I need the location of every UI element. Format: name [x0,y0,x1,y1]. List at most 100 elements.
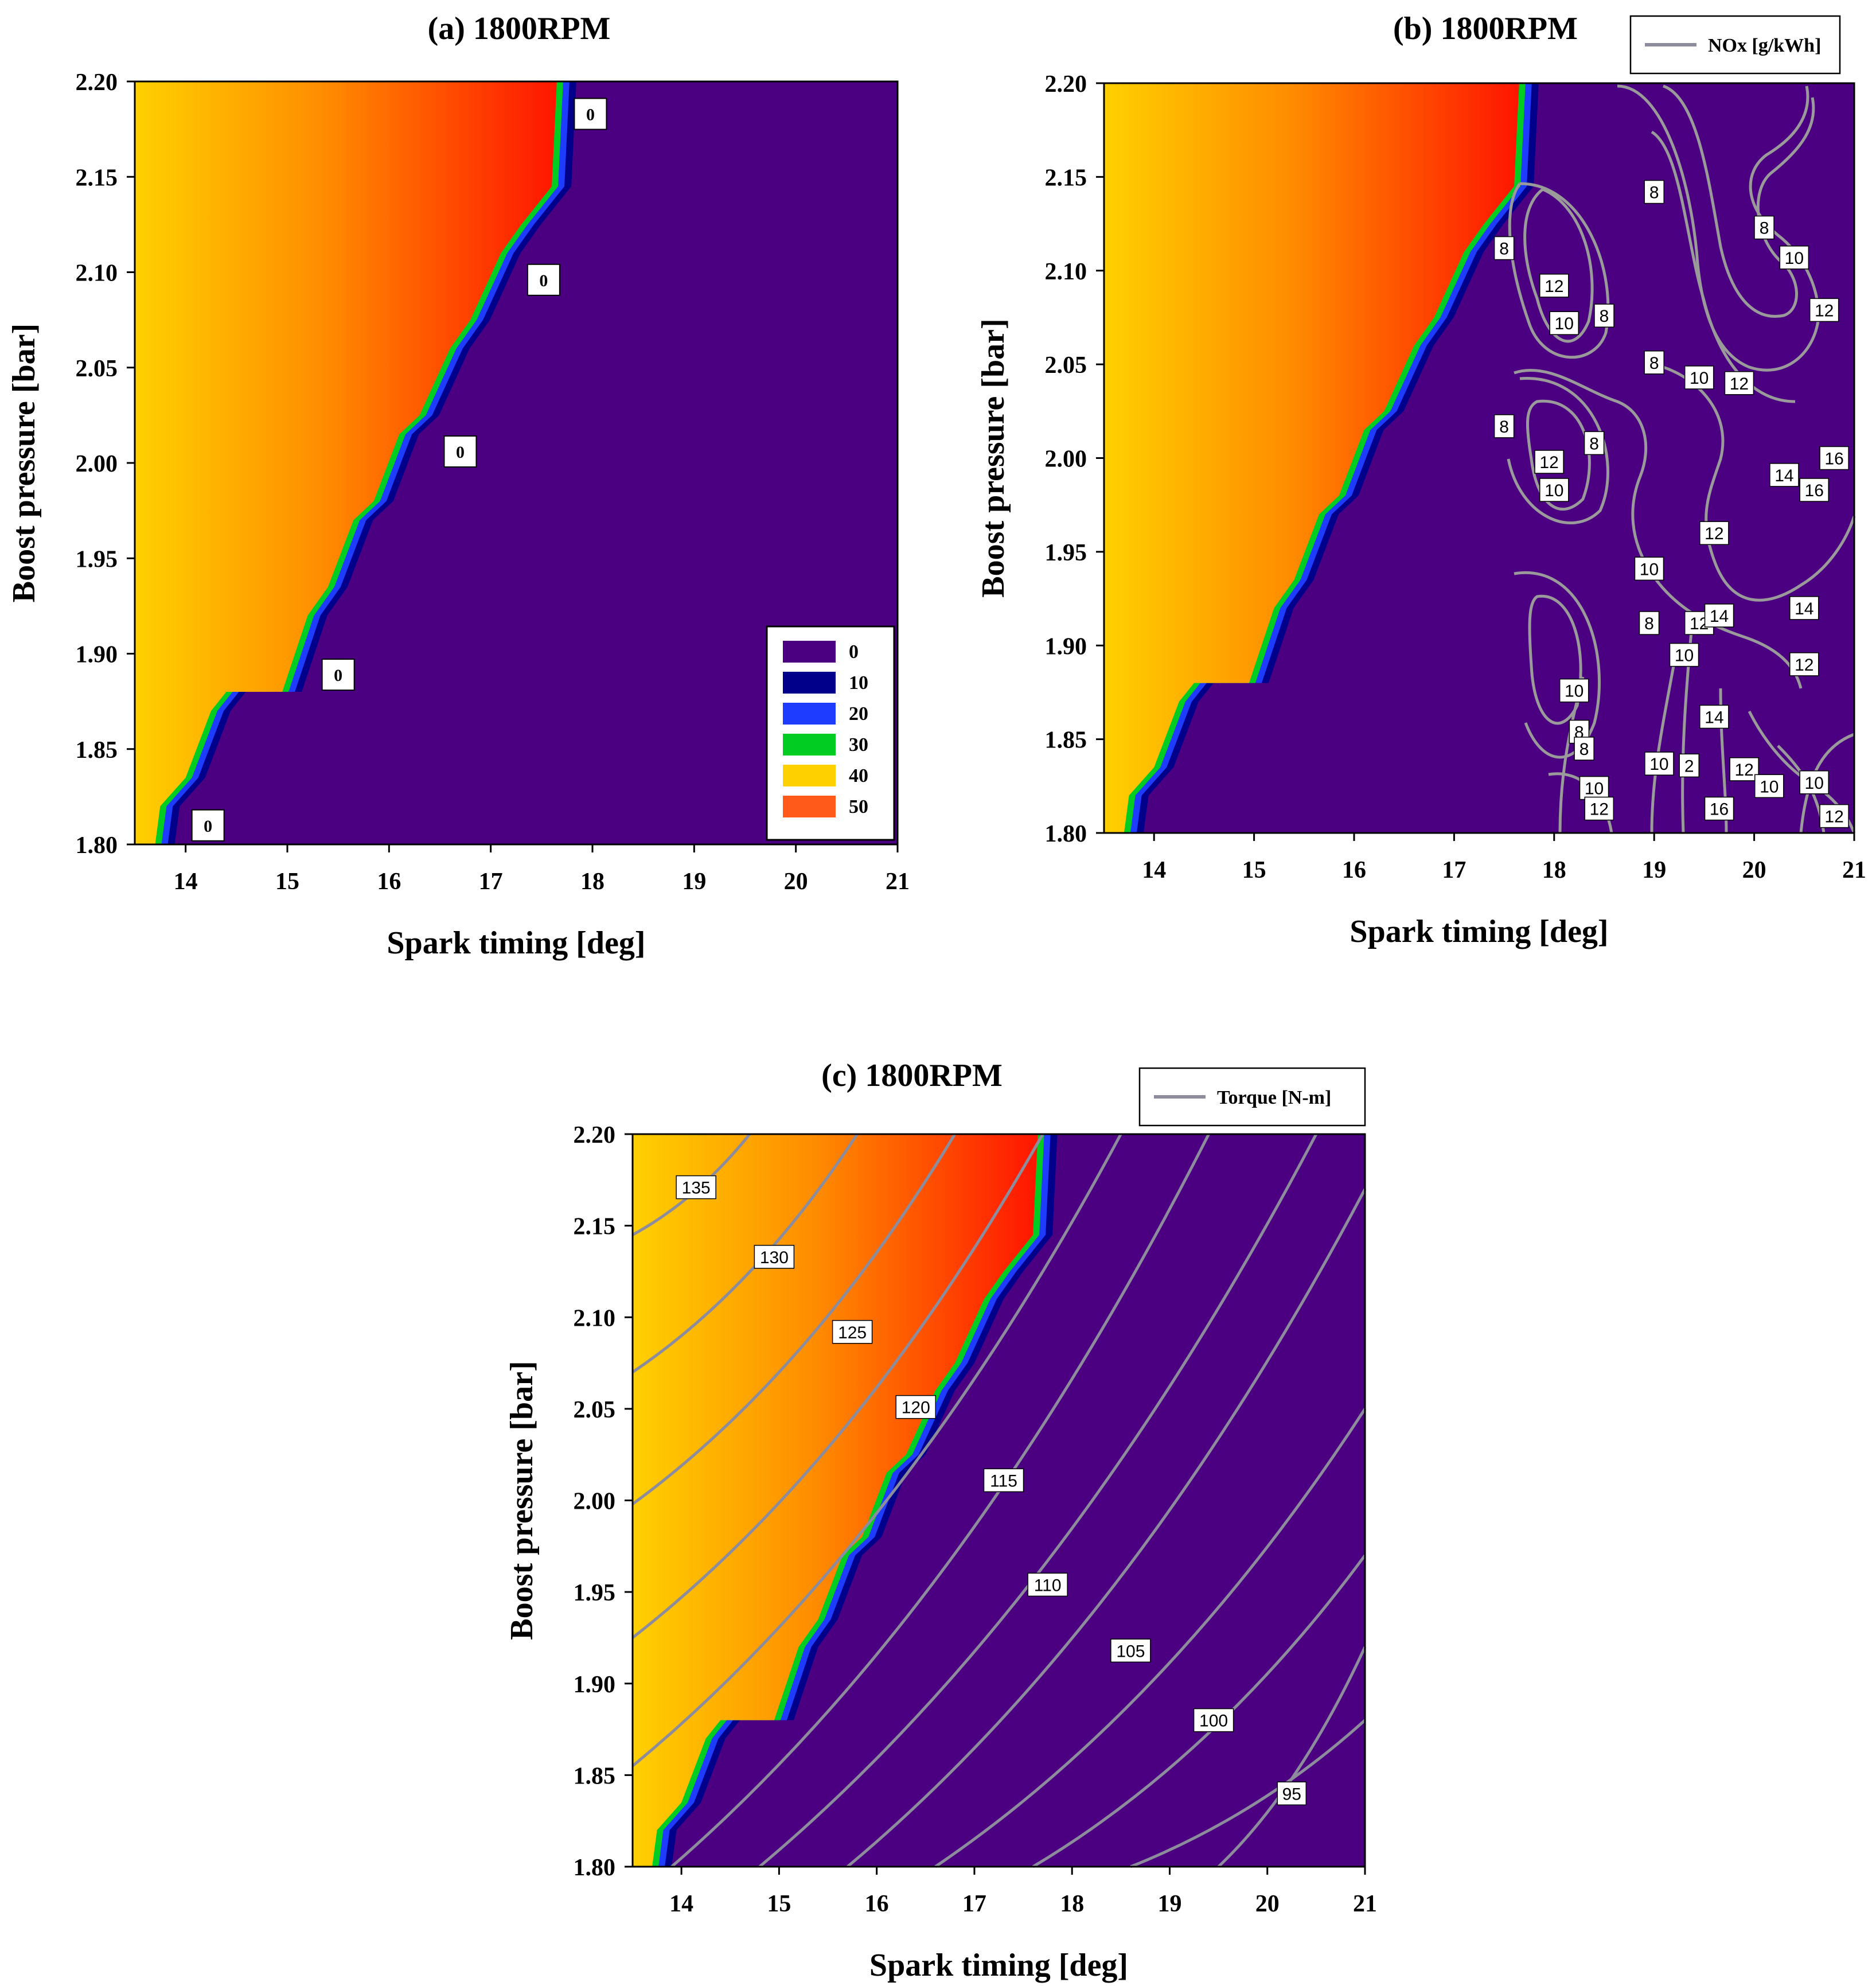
torque-contour-line [758,1133,1318,1868]
contour-label-box [1634,556,1664,581]
contour-label: 0 [456,443,465,462]
x-tick-label: 17 [962,1891,986,1917]
y-tick-label: 1.90 [76,642,118,668]
contour-label: 115 [990,1471,1017,1490]
x-tick-label: 21 [1842,857,1866,883]
contour-label-box [1644,751,1674,776]
contour-label: 12 [1824,808,1843,827]
contour-label-box [676,1175,716,1200]
y-tick-label: 2.10 [76,260,118,287]
contour-label: 14 [1795,599,1813,618]
y-tick-label: 1.95 [574,1580,616,1606]
contour-label-box [191,809,225,842]
y-tick-label: 2.05 [1045,352,1087,379]
nox-contour-line [1651,130,1796,403]
torque-contour-line [670,1133,1210,1868]
contour-label: 14 [1710,607,1729,626]
y-tick-label: 1.85 [574,1763,616,1789]
line-legend: Torque [N-m] [1138,1067,1366,1127]
contour-label: 14 [1774,466,1793,485]
contour-label-box [1699,704,1729,729]
colorbar-level-label: 20 [849,703,868,725]
region-warm-b [1104,83,1519,833]
y-tick-label: 2.15 [1045,165,1087,191]
contour-label: 10 [1555,314,1574,333]
colorbar-swatch [783,703,836,725]
contour-label: 16 [1824,450,1843,469]
contour-label-box [1704,796,1734,821]
nox-contour-line [1650,659,1676,834]
contour-label: 8 [1649,354,1659,373]
contour-label: 12 [1705,524,1723,543]
contour-label-box [321,659,355,691]
y-tick-label: 1.85 [1045,727,1087,754]
nox-contour-line [1663,84,1815,318]
y-tick-label: 1.80 [1045,821,1087,847]
contour-label: 8 [1579,740,1589,759]
torque-contour-line [934,1408,1367,1868]
region-warm-c [633,1134,1038,1867]
x-tick-label: 15 [275,869,299,895]
x-tick-label: 20 [784,869,808,895]
nox-contour-line [1799,733,1855,834]
y-tick-label: 2.00 [574,1489,616,1515]
y-tick-label: 1.90 [1045,633,1087,660]
legend-label: Torque [N-m] [1217,1087,1331,1108]
contour-label-box [1789,652,1819,676]
contour-label: 0 [204,817,212,836]
x-tick-label: 18 [1542,857,1566,883]
contour-label-box [1644,180,1664,204]
contour-label-box [1769,463,1799,487]
torque-contour-line [631,1133,859,1374]
contour-label: 16 [1805,481,1824,500]
colorbar-level-label: 50 [849,796,868,817]
y-axis-label: Boost pressure [bar] [976,318,1011,597]
contour-label: 12 [1795,656,1813,675]
contour-label: 10 [1690,369,1709,388]
y-tick-label: 2.05 [76,356,118,382]
nox-contour-line [1663,365,1856,602]
torque-contour-line [1032,1554,1367,1868]
contour-label: 8 [1499,418,1509,437]
contour-label: 8 [1499,240,1509,259]
contour-label-box [1809,298,1839,322]
colorbar-level-label: 0 [849,641,859,663]
contour-label: 10 [1760,777,1779,796]
x-tick-label: 17 [1442,857,1466,883]
contour-label-box [1799,478,1829,502]
colorbar-swatch [783,672,836,694]
x-tick-label: 18 [580,869,604,895]
x-tick-label: 20 [1742,857,1766,883]
x-axis-label: Spark timing [deg] [1350,914,1608,949]
y-tick-label: 1.80 [76,832,118,859]
contour-label: 10 [1785,249,1804,268]
contour-label: 0 [586,106,595,124]
contour-label-box [1754,774,1784,799]
contour-label: 120 [902,1399,930,1418]
contour-label: 10 [1545,481,1563,500]
contour-label-box [1779,246,1809,270]
contour-label: 10 [1805,774,1824,793]
x-tick-label: 16 [377,869,401,895]
y-tick-label: 1.95 [76,546,118,573]
chart-title: (b) 1800RPM [1393,11,1578,46]
contour-label-box [1534,450,1564,474]
contour-label-box [1277,1781,1307,1806]
colorbar-level-label: 30 [849,734,868,756]
y-tick-label: 2.10 [1045,259,1087,285]
torque-contour-line [1217,1646,1367,1868]
contour-label-box [1789,596,1819,620]
contour-label-box [1704,603,1734,628]
contour-label: 14 [1705,708,1723,727]
contour-label-box [1754,215,1774,240]
y-tick-label: 2.15 [574,1214,616,1240]
contour-label-box [1669,642,1699,667]
x-tick-label: 21 [886,869,910,895]
nox-contour-line [1507,377,1609,525]
y-tick-label: 2.00 [76,451,118,477]
nox-contour-line [1514,368,1803,689]
contour-label: 12 [1815,301,1834,320]
nox-contour-line [1523,188,1594,343]
contour-label-box [1493,414,1515,438]
contour-label-box [1559,678,1589,703]
